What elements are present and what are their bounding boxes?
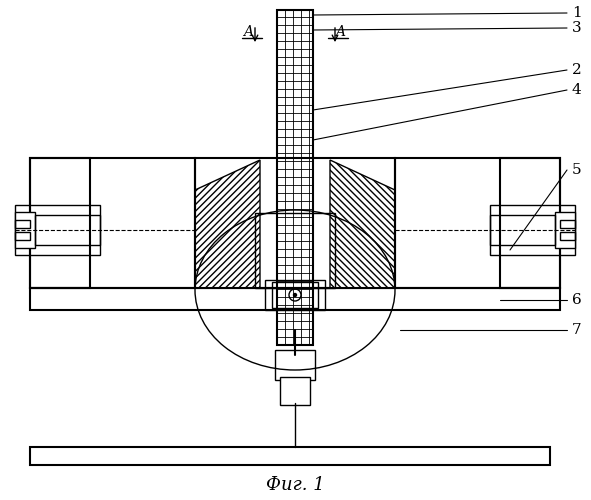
Bar [255,213,335,288]
Bar [15,205,100,255]
Bar [30,447,550,465]
Text: A: A [335,25,345,39]
Bar [15,232,30,240]
Bar [560,232,575,240]
Text: 7: 7 [572,323,582,337]
Bar [500,158,560,288]
Bar [30,288,560,310]
Bar [277,10,313,345]
Bar [272,282,318,308]
Text: 4: 4 [572,83,582,97]
Polygon shape [195,160,260,288]
Polygon shape [330,160,395,288]
Circle shape [294,294,297,296]
Bar [15,220,30,228]
Bar [275,350,315,380]
Text: 2: 2 [572,63,582,77]
Text: 6: 6 [572,293,582,307]
Text: 5: 5 [572,163,582,177]
Bar [490,205,575,255]
Text: 1: 1 [572,6,582,20]
Text: Фиг. 1: Фиг. 1 [265,476,324,494]
Bar [195,158,395,288]
Bar [555,212,575,248]
Bar [280,377,310,405]
Bar [560,220,575,228]
Bar [30,158,195,288]
Bar [395,158,560,288]
Bar [265,280,325,310]
Text: A: A [243,25,253,39]
Text: 3: 3 [572,21,582,35]
Bar [35,215,100,245]
Bar [30,158,90,288]
Bar [15,212,35,248]
Bar [490,215,555,245]
